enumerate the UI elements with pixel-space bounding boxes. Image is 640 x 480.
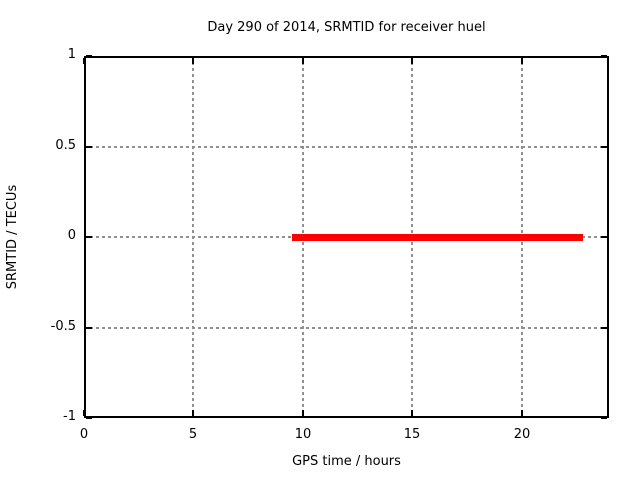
x-tick-mark — [411, 58, 413, 64]
y-tick-mark — [601, 417, 607, 419]
y-tick-label: 0 — [67, 228, 76, 243]
y-tick-mark — [86, 327, 92, 329]
y-gridline — [84, 146, 609, 148]
x-axis-label: GPS time / hours — [292, 454, 401, 469]
y-tick-mark — [601, 327, 607, 329]
x-tick-label: 15 — [403, 427, 421, 442]
plot-border — [84, 56, 609, 418]
x-tick-mark — [521, 58, 523, 64]
x-tick-mark — [302, 58, 304, 64]
data-series-line — [292, 234, 583, 241]
y-tick-label: 1 — [67, 47, 76, 62]
y-tick-label: -0.5 — [50, 319, 76, 334]
x-tick-mark — [83, 58, 85, 64]
x-tick-mark — [521, 410, 523, 416]
y-gridline — [84, 327, 609, 329]
y-tick-mark — [86, 146, 92, 148]
y-tick-mark — [86, 55, 92, 57]
x-tick-label: 0 — [79, 427, 89, 442]
y-tick-label: 0.5 — [55, 138, 76, 153]
x-tick-label: 20 — [513, 427, 531, 442]
y-tick-mark — [601, 146, 607, 148]
y-tick-label: -1 — [63, 409, 76, 424]
chart-title: Day 290 of 2014, SRMTID for receiver hue… — [207, 20, 486, 35]
y-tick-mark — [601, 236, 607, 238]
x-tick-mark — [192, 58, 194, 64]
x-tick-label: 5 — [188, 427, 198, 442]
y-tick-mark — [86, 417, 92, 419]
y-tick-mark — [86, 236, 92, 238]
x-tick-label: 10 — [294, 427, 312, 442]
x-tick-mark — [411, 410, 413, 416]
x-tick-mark — [83, 410, 85, 416]
y-tick-mark — [601, 55, 607, 57]
x-tick-mark — [192, 410, 194, 416]
x-tick-mark — [302, 410, 304, 416]
